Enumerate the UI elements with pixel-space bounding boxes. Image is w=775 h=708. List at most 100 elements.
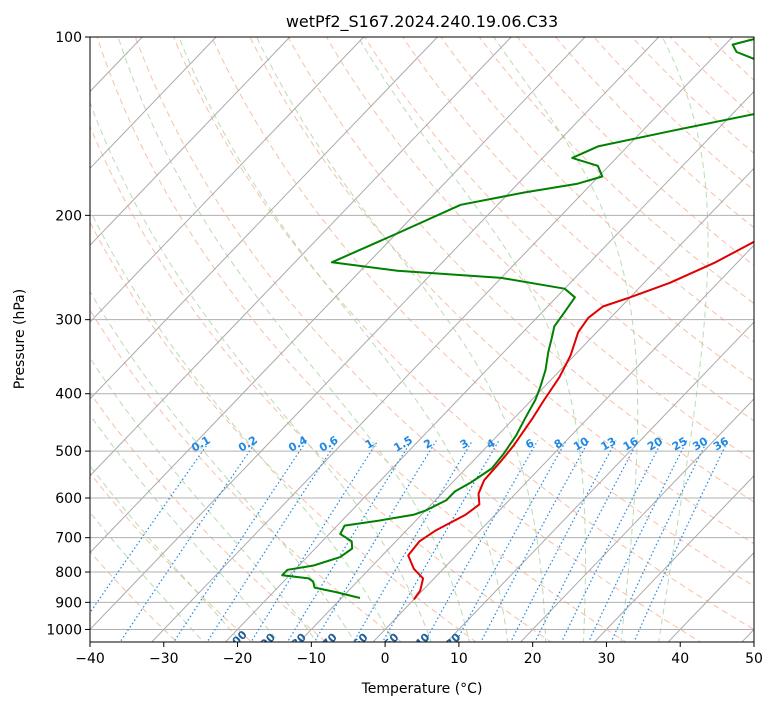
y-tick-label: 1000 — [46, 622, 82, 638]
moist-adiabat-line — [256, 37, 547, 642]
mixing-ratio-line — [534, 440, 639, 642]
plot-frame — [89, 36, 755, 643]
pressure-gridlines — [90, 37, 754, 630]
dry-adiabat-line — [287, 37, 754, 503]
dry-adiabat-line — [90, 125, 552, 642]
x-tick-label: −20 — [223, 651, 253, 667]
x-tick-label: 50 — [745, 651, 763, 667]
mixing-ratio-line — [424, 440, 539, 642]
isotherm-line — [90, 37, 291, 246]
temperature-profile-line — [407, 240, 754, 601]
moist-adiabat-line — [90, 100, 432, 642]
x-tick-label: 40 — [671, 651, 689, 667]
isotherm-line — [298, 167, 754, 642]
isotherm-line — [151, 37, 734, 642]
moist-adiabat-line — [90, 465, 242, 642]
y-axis-ticks: 100 200 300 400 500 600 700 800 900 1000 — [46, 30, 90, 638]
moist-adiabat-line — [117, 37, 471, 642]
moist-adiabat-line — [357, 37, 586, 642]
mixing-ratio-line — [455, 440, 567, 642]
isotherm-label: -30 — [440, 631, 464, 654]
mixing-ratio-line — [587, 440, 688, 642]
y-tick-label: 500 — [55, 444, 82, 460]
dry-adiabat-line — [756, 10, 775, 654]
dry-adiabat-line — [707, 37, 754, 81]
isotherm-line — [741, 628, 754, 642]
x-tick-label: 30 — [598, 651, 616, 667]
moist-adiabats — [90, 37, 709, 642]
mixing-ratio-line — [173, 440, 308, 642]
y-tick-label: 400 — [55, 387, 82, 403]
y-tick-label: 700 — [55, 531, 82, 547]
isotherm-line — [90, 37, 512, 477]
isotherm-label: -50 — [378, 631, 402, 654]
y-tick-label: 900 — [55, 595, 82, 611]
mixing-ratio-label: 3 — [458, 437, 471, 452]
dry-adiabat-line — [211, 37, 754, 587]
x-axis-ticks: −40 −30 −20 −10 0 10 20 30 40 50 — [75, 642, 763, 667]
mixing-ratio-label: 6 — [523, 436, 536, 451]
mixing-ratio-labels: 0.1 0.2 0.4 0.6 1 1.5 2 3 4 6 8 10 13 16 20 25 30 36 — [189, 433, 731, 454]
moist-adiabat-line — [90, 356, 318, 642]
isotherm-label: -80 — [285, 631, 309, 654]
x-tick-label: −30 — [149, 651, 179, 667]
dry-adiabat-line — [325, 37, 754, 462]
isotherm-line — [593, 475, 754, 642]
isotherm-label: -70 — [316, 631, 340, 654]
y-tick-label: 100 — [55, 30, 82, 46]
mixing-ratio-label: 2 — [421, 437, 434, 452]
mixing-ratio-line — [286, 440, 413, 642]
isotherm-label: 10 — [569, 14, 589, 34]
y-tick-label: 200 — [55, 208, 82, 224]
dry-adiabat-line — [631, 37, 754, 155]
isotherm-line — [519, 398, 754, 642]
dry-adiabat-line — [173, 37, 754, 631]
isotherm-line — [446, 321, 754, 642]
mixing-ratio-line — [313, 440, 437, 642]
dry-adiabat-line — [90, 308, 403, 642]
moist-adiabat-line — [90, 414, 280, 642]
moist-adiabat-line — [493, 37, 639, 642]
mixing-ratio-line — [250, 440, 379, 642]
x-axis-label: Temperature (°C) — [361, 681, 483, 697]
profiles — [281, 38, 754, 601]
isotherms — [90, 37, 754, 642]
plot-area: -100 -90 -80 -70 -60 -50 -40 -30-20 -10 0 10203040… — [90, 10, 775, 654]
dry-adiabat-line — [96, 37, 627, 642]
dry-adiabat-line — [478, 37, 754, 305]
isotherm-line — [90, 37, 365, 323]
mixing-ratio-lines — [90, 440, 729, 642]
y-axis-label: Pressure (hPa) — [12, 289, 28, 389]
mixing-ratio-line — [90, 440, 211, 614]
dewpoint-profile-line — [281, 38, 754, 599]
isotherm-line — [90, 37, 586, 554]
isotherm-label: -90 — [255, 631, 279, 654]
mixing-ratio-line — [352, 440, 473, 642]
dry-adiabat-line — [402, 37, 754, 382]
isotherm-line — [90, 37, 217, 170]
y-tick-label: 800 — [55, 565, 82, 581]
x-tick-label: −40 — [75, 651, 105, 667]
isotherm-line — [90, 37, 439, 400]
dry-adiabat-line — [90, 391, 328, 642]
dry-adiabat-line — [90, 472, 253, 642]
isotherm-line — [372, 244, 754, 642]
moist-adiabat-line — [90, 511, 205, 642]
isotherm-line — [224, 90, 754, 642]
dry-adiabat-line — [134, 37, 702, 642]
dry-adiabat-line — [90, 221, 478, 642]
y-tick-label: 300 — [55, 313, 82, 329]
x-tick-label: 10 — [450, 651, 468, 667]
isotherm-line — [667, 551, 754, 642]
dry-adiabats — [90, 10, 775, 654]
x-tick-label: 20 — [524, 651, 542, 667]
dry-adiabat-line — [516, 37, 754, 267]
chart-title: wetPf2_S167.2024.240.19.06.C33 — [286, 12, 558, 32]
y-tick-label: 600 — [55, 491, 82, 507]
mixing-ratio-label: 4 — [484, 436, 497, 451]
isotherm-label: -40 — [409, 631, 433, 654]
dry-adiabat-line — [364, 37, 754, 422]
isotherm-label: 40 — [621, 14, 641, 34]
dry-adiabat-line — [440, 37, 754, 343]
